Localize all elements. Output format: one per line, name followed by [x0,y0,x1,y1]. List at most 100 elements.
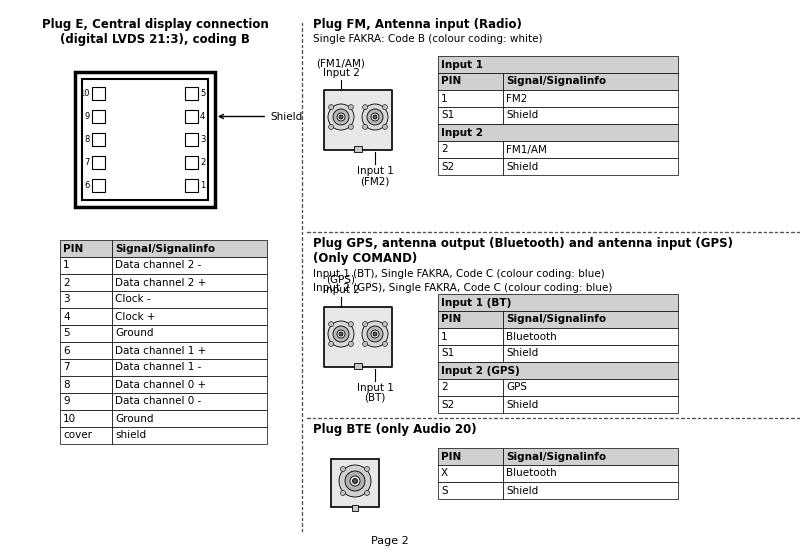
Text: Signal/Signalinfo: Signal/Signalinfo [506,451,606,461]
Text: Input 2: Input 2 [322,68,359,78]
Bar [503,448,678,465]
Text: 1: 1 [441,93,448,103]
Text: shield: shield [115,430,146,440]
Text: (BT): (BT) [364,393,386,403]
Bar [503,345,678,362]
Text: Shield: Shield [219,112,302,122]
Circle shape [329,341,334,346]
Circle shape [329,321,334,326]
Circle shape [328,104,354,130]
Bar [503,328,678,345]
Bar [112,376,267,393]
Bar [60,274,112,291]
Text: 9: 9 [85,112,90,121]
Circle shape [337,113,345,121]
Circle shape [341,466,346,471]
Circle shape [333,109,349,125]
Bar [60,427,112,444]
Text: 1: 1 [200,181,206,190]
Text: Page 2: Page 2 [371,536,409,546]
Circle shape [339,332,343,336]
Text: 7: 7 [63,363,70,373]
Bar [438,379,503,396]
Text: 2: 2 [441,383,448,393]
Bar [60,240,112,257]
Circle shape [345,471,365,491]
Circle shape [362,341,368,346]
Text: Ground: Ground [115,414,154,424]
Circle shape [329,125,334,130]
Bar [438,107,503,124]
Text: Bluetooth: Bluetooth [506,469,557,479]
Bar [438,90,503,107]
Text: (GPS): (GPS) [326,275,355,285]
Text: Data channel 1 -: Data channel 1 - [115,363,202,373]
Circle shape [373,332,377,336]
Text: 2: 2 [63,277,70,287]
Text: 5: 5 [63,329,70,339]
Bar [185,87,198,100]
Circle shape [362,125,368,130]
Bar [60,257,112,274]
Bar [60,325,112,342]
Circle shape [333,326,349,342]
Text: Signal/Signalinfo: Signal/Signalinfo [506,315,606,325]
Circle shape [328,321,354,347]
Bar [438,294,678,311]
Text: PIN: PIN [441,315,462,325]
Circle shape [382,321,387,326]
Bar [324,90,392,150]
Text: Data channel 2 -: Data channel 2 - [115,261,202,271]
Bar [112,359,267,376]
Text: S1: S1 [441,349,454,359]
Text: 4: 4 [200,112,206,121]
Bar [112,240,267,257]
Text: Input 2 (GPS): Input 2 (GPS) [441,365,520,375]
Text: 1: 1 [63,261,70,271]
Bar [112,274,267,291]
Text: Signal/Signalinfo: Signal/Signalinfo [115,244,215,254]
Bar [60,393,112,410]
Circle shape [341,490,346,495]
Circle shape [367,326,383,342]
Bar [438,448,503,465]
Text: Plug GPS, antenna output (Bluetooth) and antenna input (GPS): Plug GPS, antenna output (Bluetooth) and… [313,237,733,250]
Text: 5: 5 [200,89,206,98]
Bar [354,146,362,152]
Text: Data channel 0 +: Data channel 0 + [115,380,206,390]
Bar [503,73,678,90]
Text: 1: 1 [441,331,448,341]
Bar [331,459,379,507]
Text: Data channel 2 +: Data channel 2 + [115,277,206,287]
Text: Input 2 (GPS), Single FAKRA, Code C (colour coding: blue): Input 2 (GPS), Single FAKRA, Code C (col… [313,283,612,293]
Text: Input 1: Input 1 [441,59,483,70]
Circle shape [365,490,370,495]
Text: (FM2): (FM2) [360,176,390,186]
Text: Single FAKRA: Code B (colour coding: white): Single FAKRA: Code B (colour coding: whi… [313,34,542,44]
Circle shape [382,125,387,130]
Bar [438,345,503,362]
Bar [503,311,678,328]
Circle shape [371,113,379,121]
Bar [185,156,198,169]
Text: 3: 3 [200,135,206,144]
Text: Input 1 (BT), Single FAKRA, Code C (colour coding: blue): Input 1 (BT), Single FAKRA, Code C (colo… [313,269,605,279]
Bar [503,90,678,107]
Circle shape [382,341,387,346]
Circle shape [362,105,368,110]
Text: PIN: PIN [63,244,83,254]
Bar [438,158,503,175]
Text: Shield: Shield [506,111,538,121]
Bar [92,179,105,192]
Bar [112,342,267,359]
Bar [352,505,358,511]
Bar [438,141,503,158]
Bar [60,308,112,325]
Circle shape [339,465,371,497]
Circle shape [329,105,334,110]
Text: Plug FM, Antenna input (Radio): Plug FM, Antenna input (Radio) [313,18,522,31]
Bar [503,141,678,158]
Circle shape [362,321,388,347]
Circle shape [353,479,358,484]
Text: 3: 3 [63,295,70,305]
